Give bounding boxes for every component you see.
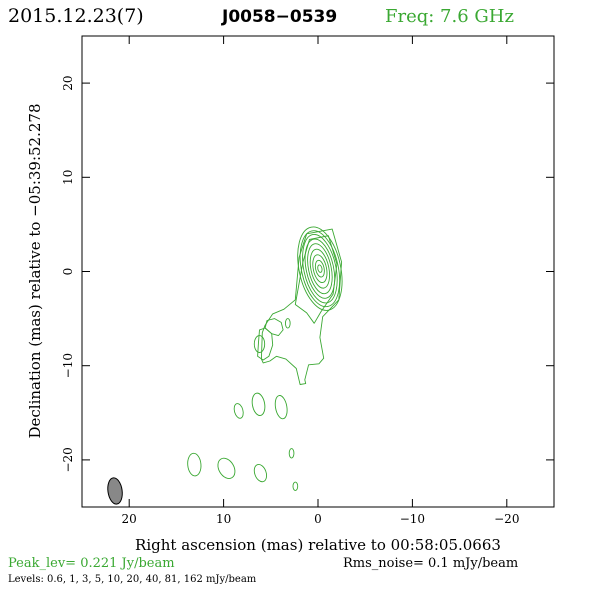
jet-knot-contour xyxy=(251,392,266,416)
y-tick-label: −20 xyxy=(61,447,75,472)
observation-date: 2015.12.23(7) xyxy=(8,5,144,27)
beam-layer xyxy=(107,477,123,505)
peak-level: Peak_lev= 0.221 Jy/beam xyxy=(8,556,175,571)
x-axis-label: Right ascension (mas) relative to 00:58:… xyxy=(135,536,501,554)
frequency-label: Freq: 7.6 GHz xyxy=(385,6,514,27)
core-contour xyxy=(309,248,331,289)
x-tick-label: 0 xyxy=(314,512,322,526)
x-tick-label: −20 xyxy=(494,512,519,526)
axis-tick-labels: 20 10 0 −10 −20 20 10 0 −10 −20 xyxy=(61,75,519,526)
jet-knot-contour xyxy=(253,335,266,353)
contour-layer xyxy=(187,226,343,491)
x-tick-label: 10 xyxy=(216,512,231,526)
core-contour xyxy=(314,259,325,278)
jet-knot-contour xyxy=(233,403,244,419)
jet-knot-contour xyxy=(292,481,299,491)
core-contour xyxy=(299,230,341,308)
y-tick-label: −10 xyxy=(61,353,75,378)
source-name: J0058−0539 xyxy=(221,7,337,27)
jet-knot-contour xyxy=(187,452,202,477)
core-contour xyxy=(307,243,333,295)
core-contour xyxy=(317,264,323,273)
jet-contour-lobe-inner xyxy=(264,318,284,337)
core-contour xyxy=(302,233,338,304)
x-tick-label: 20 xyxy=(122,512,137,526)
axis-ticks xyxy=(82,36,554,507)
jet-contour-lobe xyxy=(257,327,274,361)
plot-frame xyxy=(81,35,555,508)
y-axis-label: Declination (mas) relative to −05:39:52.… xyxy=(26,103,44,438)
jet-knot-contour xyxy=(253,464,268,483)
y-tick-label: 10 xyxy=(61,170,75,185)
restoring-beam xyxy=(107,477,123,505)
jet-knot-contour xyxy=(217,457,236,479)
core-contour xyxy=(312,254,328,284)
contour-levels: Levels: 0.6, 1, 3, 5, 10, 20, 40, 81, 16… xyxy=(8,574,257,585)
jet-knot-contour xyxy=(274,395,288,420)
core-contour xyxy=(304,238,336,299)
core-contour xyxy=(297,226,343,311)
jet-knot-contour xyxy=(288,448,295,459)
y-tick-label: 20 xyxy=(61,75,75,90)
y-tick-label: 0 xyxy=(61,268,75,276)
jet-knot-contour xyxy=(284,318,291,329)
x-tick-label: −10 xyxy=(400,512,425,526)
rms-noise: Rms_noise= 0.1 mJy/beam xyxy=(343,556,518,571)
jet-contour-outer xyxy=(260,228,343,385)
